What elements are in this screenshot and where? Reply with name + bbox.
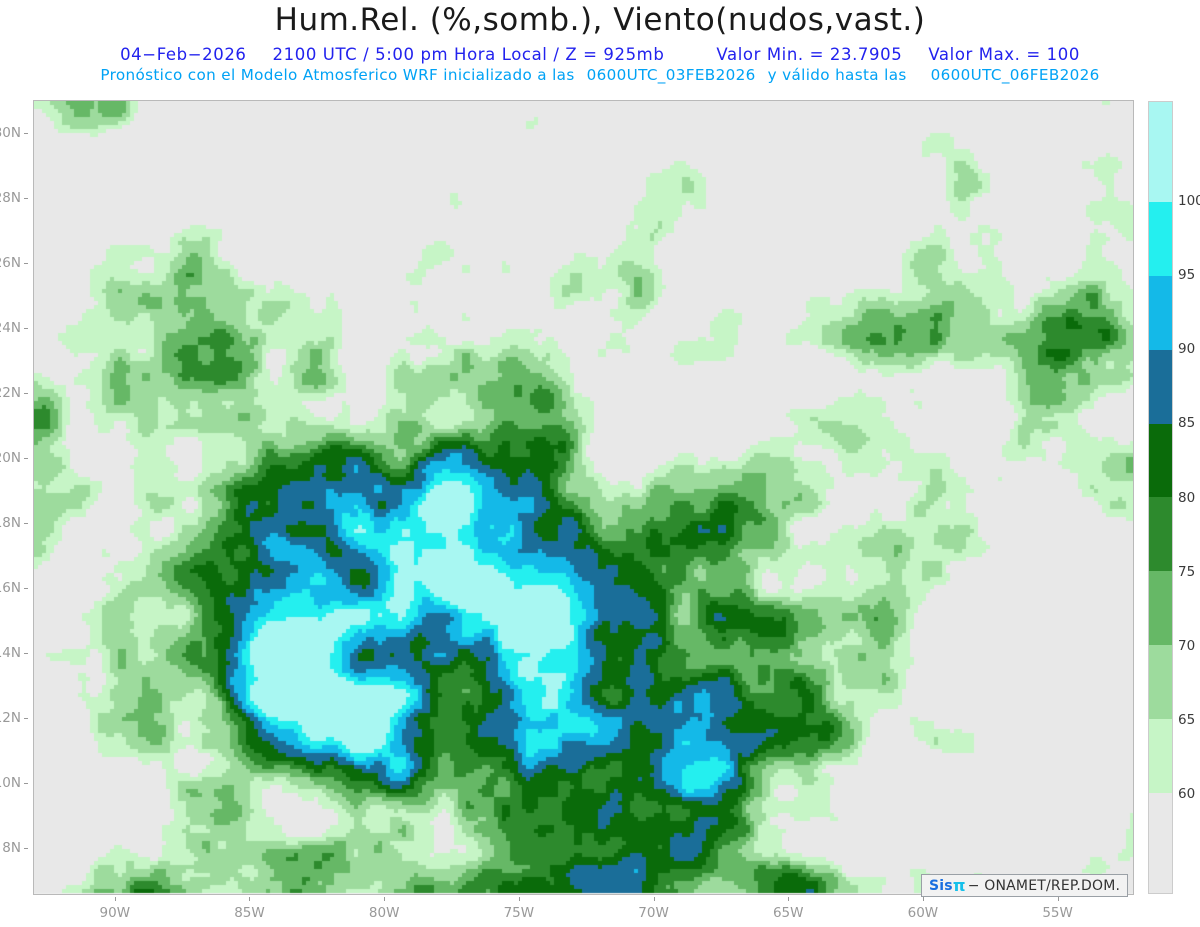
subtitle-model-info: Pronóstico con el Modelo Atmosferico WRF… <box>0 66 1200 84</box>
lon-tick-label: 75W <box>503 905 535 921</box>
valid-note: y válido hasta las <box>767 66 907 84</box>
humidity-colorbar <box>1148 101 1173 894</box>
value-min: Valor Min. = 23.7905 <box>716 45 903 64</box>
forecast-time-utc: 2100 UTC <box>272 45 358 64</box>
lat-tick-mark <box>24 782 28 784</box>
colorbar-band <box>1149 349 1172 424</box>
value-max: Valor Max. = 100 <box>928 45 1080 64</box>
lon-tick-mark <box>384 897 386 901</box>
colorbar-tick-label: 65 <box>1178 711 1196 728</box>
lon-tick-mark <box>1057 897 1059 901</box>
latitude-axis: 30N 28N 26N 24N 22N 20N 18N 16N 14N 12N 10N 8N <box>0 100 31 895</box>
lat-tick-mark <box>24 522 28 524</box>
lat-tick-mark <box>24 132 28 134</box>
sispi-logo-text: Sis <box>929 877 953 894</box>
colorbar-tick-label: 100 <box>1178 193 1200 210</box>
organization-label: − ONAMET/REP.DOM. <box>967 877 1121 894</box>
lon-tick-label: 55W <box>1042 905 1073 921</box>
lat-tick-mark <box>24 262 28 264</box>
colorbar-tick-label: 95 <box>1178 267 1196 284</box>
valid-cycle: 0600UTC_06FEB2026 <box>930 66 1100 84</box>
separator-1: / <box>363 45 370 64</box>
humidity-wind-map[interactable] <box>34 101 1133 894</box>
lon-tick-label: 80W <box>368 905 400 921</box>
colorbar-tick-label: 75 <box>1178 563 1196 580</box>
lat-tick-mark <box>24 652 28 654</box>
lat-tick-mark <box>24 392 28 394</box>
init-cycle: 0600UTC_03FEB2026 <box>586 66 756 84</box>
lon-tick-label: 60W <box>907 905 939 921</box>
pressure-level: Z = 925mb <box>565 45 665 64</box>
lon-tick-mark <box>249 897 251 901</box>
longitude-axis: 90W 85W 80W 75W 70W 65W 60W 55W <box>33 897 1134 927</box>
colorbar-band <box>1149 571 1172 646</box>
chart-header: Hum.Rel. (%,somb.), Viento(nudos,vast.) … <box>0 0 1200 96</box>
page-title: Hum.Rel. (%,somb.), Viento(nudos,vast.) <box>274 2 926 38</box>
colorbar-tick-label: 85 <box>1178 415 1196 432</box>
subtitle-valid-time: 04−Feb−2026 2100 UTC / 5:00 pm Hora Local… <box>0 45 1200 64</box>
pi-symbol-icon: π <box>952 876 966 895</box>
lat-tick-label: 28N <box>0 189 21 206</box>
lon-tick-mark <box>518 897 520 901</box>
colorbar-tick-label: 80 <box>1178 489 1196 506</box>
lon-tick-label: 65W <box>772 905 804 921</box>
lat-tick-mark <box>24 327 28 329</box>
lon-tick-mark <box>114 897 116 901</box>
separator-2: / <box>553 45 560 64</box>
lat-tick-mark <box>24 197 28 199</box>
lat-tick-label: 22N <box>0 384 21 401</box>
attribution-badge: Sis π − ONAMET/REP.DOM. <box>921 874 1129 897</box>
colorbar-tick-labels: 100 95 90 85 80 75 70 65 60 <box>1176 101 1200 894</box>
forecast-time-local: 5:00 pm Hora Local <box>375 45 548 64</box>
colorbar-band <box>1149 793 1172 893</box>
lat-tick-label: 16N <box>0 579 21 596</box>
colorbar-band <box>1149 102 1172 202</box>
lat-tick-mark <box>24 457 28 459</box>
lat-tick-label: 24N <box>0 319 21 336</box>
lon-tick-mark <box>922 897 924 901</box>
forecast-date: 04−Feb−2026 <box>120 45 247 64</box>
lon-tick-label: 90W <box>99 905 131 921</box>
colorbar-band <box>1149 719 1172 794</box>
lat-tick-label: 12N <box>0 709 21 726</box>
lat-tick-label: 26N <box>0 254 21 271</box>
colorbar-tick-label: 90 <box>1178 341 1196 358</box>
model-note: Pronóstico con el Modelo Atmosferico WRF… <box>100 66 575 84</box>
colorbar-band <box>1149 645 1172 720</box>
colorbar-band <box>1149 275 1172 350</box>
lon-tick-label: 85W <box>234 905 265 921</box>
lat-tick-mark <box>24 587 28 589</box>
lat-tick-label: 30N <box>0 124 21 141</box>
lat-tick-label: 10N <box>0 774 21 791</box>
colorbar-tick-label: 70 <box>1178 637 1196 654</box>
lon-tick-mark <box>653 897 655 901</box>
lat-tick-label: 8N <box>2 839 21 856</box>
lon-tick-mark <box>788 897 790 901</box>
map-plot-area[interactable] <box>33 100 1134 895</box>
lat-tick-label: 20N <box>0 449 21 466</box>
lon-tick-label: 70W <box>638 905 669 921</box>
colorbar-band <box>1149 423 1172 498</box>
lat-tick-label: 14N <box>0 644 21 661</box>
lat-tick-mark <box>24 717 28 719</box>
colorbar-band <box>1149 497 1172 572</box>
lat-tick-label: 18N <box>0 514 21 531</box>
colorbar-band <box>1149 201 1172 276</box>
lat-tick-mark <box>24 847 28 849</box>
colorbar-tick-label: 60 <box>1178 785 1196 802</box>
